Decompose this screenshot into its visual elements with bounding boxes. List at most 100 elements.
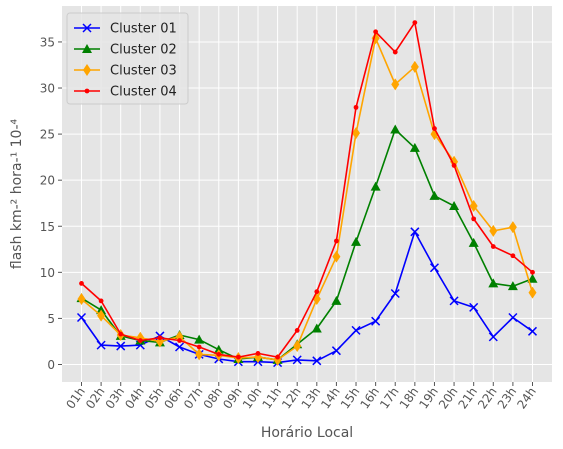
data-point bbox=[469, 199, 478, 212]
x-tick-label: 03h bbox=[103, 385, 128, 412]
legend-entry: Cluster 03 bbox=[74, 64, 177, 79]
data-point bbox=[314, 289, 320, 295]
x-tick-label: 15h bbox=[338, 385, 363, 412]
data-point-stroke bbox=[82, 23, 92, 33]
data-point bbox=[77, 293, 86, 306]
data-point bbox=[530, 269, 535, 275]
data-point-stroke bbox=[508, 312, 518, 323]
data-point bbox=[488, 278, 499, 288]
x-tick-label: 18h bbox=[397, 385, 422, 412]
data-point bbox=[508, 221, 517, 234]
data-point bbox=[469, 302, 479, 312]
data-point bbox=[527, 273, 538, 283]
data-point-stroke bbox=[488, 332, 498, 342]
x-axis-ticks: 01h02h03h04h05h06h07h08h09h10h11h12h13h1… bbox=[63, 382, 539, 411]
data-point bbox=[82, 44, 92, 53]
x-tick-label: 19h bbox=[416, 385, 441, 412]
x-tick-label: 21h bbox=[456, 385, 481, 412]
y-tick-label: 30 bbox=[40, 82, 55, 96]
data-point bbox=[331, 346, 341, 356]
y-axis-label: flash km-² hora-¹ 10-⁴ bbox=[9, 118, 25, 269]
legend-label: Cluster 03 bbox=[110, 64, 177, 79]
legend-entry: Cluster 02 bbox=[74, 43, 177, 58]
x-tick-label: 05h bbox=[142, 385, 167, 412]
data-point-stroke bbox=[527, 326, 538, 336]
data-point bbox=[429, 190, 440, 200]
data-point bbox=[116, 341, 126, 351]
data-point bbox=[410, 60, 419, 73]
data-point bbox=[275, 354, 280, 360]
data-point-stroke bbox=[175, 342, 185, 352]
x-tick-label: 11h bbox=[259, 385, 284, 412]
data-point-stroke bbox=[429, 263, 439, 273]
data-point bbox=[488, 332, 498, 342]
data-point bbox=[76, 312, 87, 323]
series-cluster-04 bbox=[79, 20, 535, 360]
data-point bbox=[194, 334, 205, 344]
data-point bbox=[432, 126, 437, 131]
data-point bbox=[410, 227, 420, 237]
data-point bbox=[353, 104, 359, 110]
data-point bbox=[96, 305, 107, 315]
data-point bbox=[449, 200, 460, 210]
data-point bbox=[82, 23, 92, 33]
series-group bbox=[76, 20, 538, 368]
data-point bbox=[489, 224, 498, 237]
data-point bbox=[312, 356, 322, 366]
data-point bbox=[294, 327, 300, 333]
data-point bbox=[331, 295, 342, 305]
y-tick-label: 20 bbox=[40, 174, 55, 188]
data-point bbox=[352, 127, 361, 140]
data-point bbox=[508, 312, 518, 323]
data-point-stroke bbox=[351, 325, 361, 335]
data-point bbox=[451, 163, 457, 168]
x-tick-label: 10h bbox=[240, 385, 265, 412]
data-point bbox=[429, 263, 439, 273]
data-point bbox=[351, 325, 361, 335]
legend-label: Cluster 02 bbox=[110, 43, 177, 58]
x-tick-label: 08h bbox=[201, 385, 226, 412]
data-point bbox=[507, 281, 518, 291]
data-point bbox=[311, 323, 322, 333]
data-point bbox=[83, 64, 91, 76]
data-point bbox=[527, 326, 538, 336]
data-point-stroke bbox=[371, 316, 381, 326]
x-tick-label: 04h bbox=[122, 385, 147, 412]
x-tick-label: 01h bbox=[63, 385, 88, 412]
data-point bbox=[412, 20, 418, 25]
data-point-stroke bbox=[96, 340, 106, 350]
data-point bbox=[79, 280, 84, 286]
data-point bbox=[175, 342, 185, 352]
data-point bbox=[195, 348, 204, 361]
data-point bbox=[468, 237, 479, 247]
series-line bbox=[80, 231, 533, 364]
data-point bbox=[84, 88, 90, 94]
data-point bbox=[409, 142, 420, 152]
data-point bbox=[334, 238, 339, 244]
legend-box bbox=[66, 12, 189, 105]
x-tick-label: 07h bbox=[181, 385, 206, 412]
data-point bbox=[332, 250, 341, 263]
data-point-stroke bbox=[116, 341, 126, 351]
data-point bbox=[371, 316, 381, 326]
data-point bbox=[471, 216, 477, 222]
x-tick-label: 14h bbox=[318, 385, 343, 412]
x-tick-label: 22h bbox=[475, 385, 500, 412]
data-point bbox=[292, 355, 302, 365]
y-axis-ticks: 0 5 10 15 20 25 30 35 bbox=[40, 35, 62, 372]
data-point bbox=[177, 338, 182, 343]
legend-label: Cluster 01 bbox=[110, 22, 177, 37]
data-point bbox=[390, 124, 401, 134]
data-point bbox=[528, 286, 537, 299]
series-line bbox=[80, 21, 534, 358]
data-point bbox=[510, 253, 516, 259]
data-point-stroke bbox=[469, 302, 479, 312]
legend-label: Cluster 04 bbox=[110, 85, 177, 100]
data-point bbox=[137, 338, 143, 343]
legend-entry: Cluster 01 bbox=[74, 22, 177, 37]
data-point bbox=[392, 49, 398, 55]
y-tick-label: 5 bbox=[47, 312, 55, 326]
x-tick-label: 13h bbox=[299, 385, 324, 412]
x-tick-label: 16h bbox=[357, 385, 382, 412]
data-point bbox=[196, 344, 202, 350]
